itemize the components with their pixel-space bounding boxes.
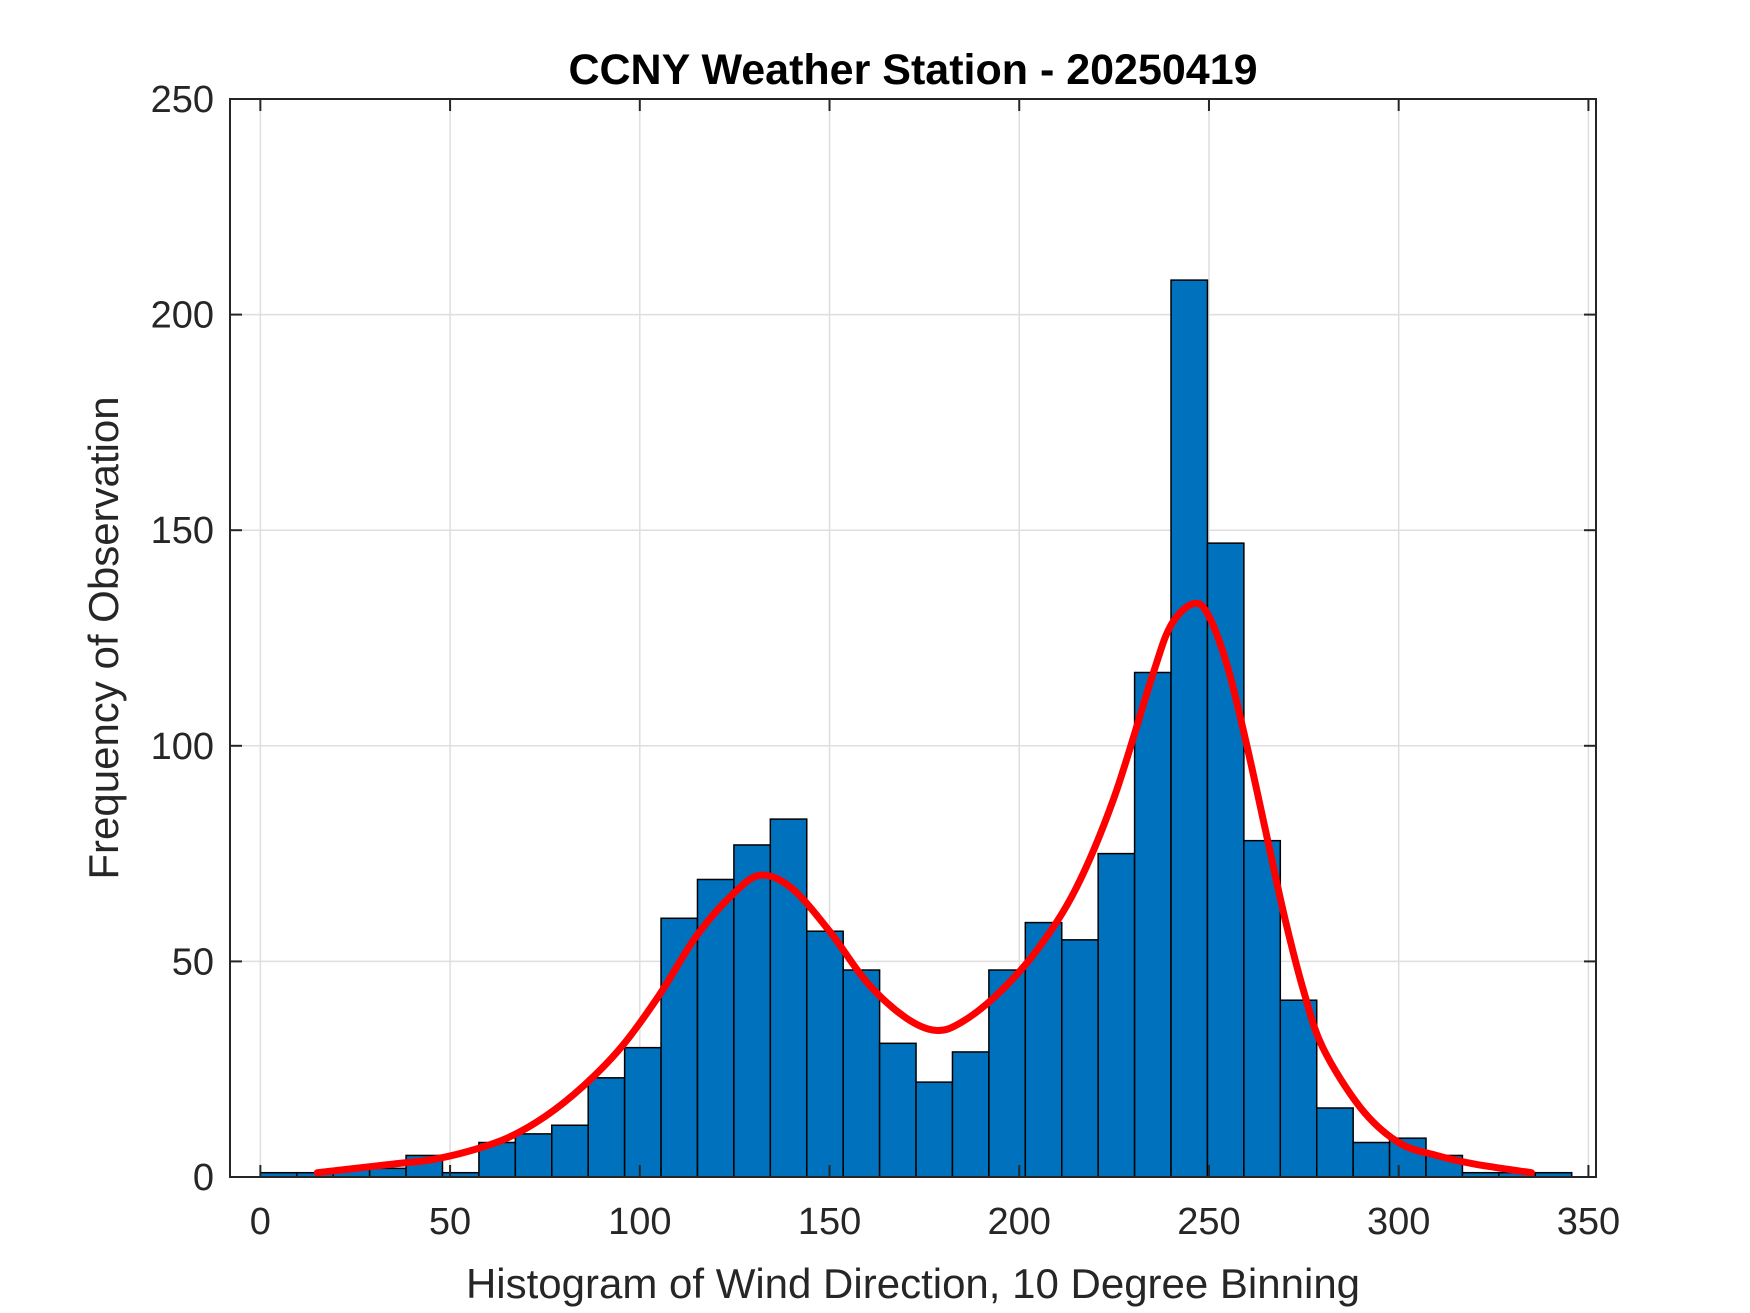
x-axis-label: Histogram of Wind Direction, 10 Degree B… <box>466 1260 1360 1307</box>
x-tick-label: 100 <box>608 1201 671 1243</box>
x-tick-label: 150 <box>798 1201 861 1243</box>
histogram-bar <box>1315 1107 1354 1178</box>
histogram-bar <box>1024 921 1063 1178</box>
y-tick-label: 150 <box>151 510 214 552</box>
fit-curve-line <box>313 599 1535 1177</box>
histogram-bar <box>1170 279 1209 1178</box>
y-tick-label: 250 <box>151 79 214 121</box>
histogram-bar <box>1133 671 1172 1178</box>
histogram-bar <box>988 969 1027 1178</box>
plot-area <box>230 99 1596 1177</box>
histogram-bar <box>623 1046 662 1178</box>
y-tick-labels: 0 50 100 150 200 250 <box>151 79 214 1199</box>
histogram-bar <box>551 1124 589 1178</box>
histogram-bar <box>1206 542 1245 1178</box>
histogram-bar <box>806 930 844 1178</box>
histogram-bar <box>733 844 772 1178</box>
histogram-bar <box>1352 1141 1391 1178</box>
chart-title: CCNY Weather Station - 20250419 <box>568 46 1257 94</box>
x-tick-label: 0 <box>250 1201 271 1243</box>
x-tick-label: 50 <box>429 1201 471 1243</box>
histogram-bar <box>1060 939 1099 1178</box>
y-tick-label: 100 <box>151 726 214 768</box>
x-tick-label: 300 <box>1367 1201 1430 1243</box>
y-tick-label: 50 <box>172 941 214 983</box>
histogram-bar <box>368 1167 407 1178</box>
histogram-bar <box>1279 999 1318 1178</box>
histogram-bar <box>951 1051 990 1178</box>
histogram-bar <box>1243 839 1282 1178</box>
x-tick-labels: 0 50 100 150 200 250 300 350 <box>250 1201 1620 1243</box>
x-tick-label: 350 <box>1557 1201 1620 1243</box>
histogram-bar <box>587 1077 626 1178</box>
x-tick-label: 250 <box>1177 1201 1240 1243</box>
axis-ticks <box>230 98 1596 1178</box>
histogram-bar <box>769 818 808 1178</box>
x-tick-label: 200 <box>988 1201 1051 1243</box>
histogram-bar <box>1097 852 1136 1178</box>
histogram-bar <box>915 1081 954 1178</box>
histogram-bar <box>514 1133 553 1178</box>
axes-box <box>229 98 1597 1178</box>
y-tick-label: 0 <box>193 1157 214 1199</box>
y-axis-label: Frequency of Observation <box>80 396 127 879</box>
y-tick-label: 200 <box>151 295 214 337</box>
histogram-bar <box>878 1042 917 1178</box>
histogram-bar <box>842 969 881 1178</box>
